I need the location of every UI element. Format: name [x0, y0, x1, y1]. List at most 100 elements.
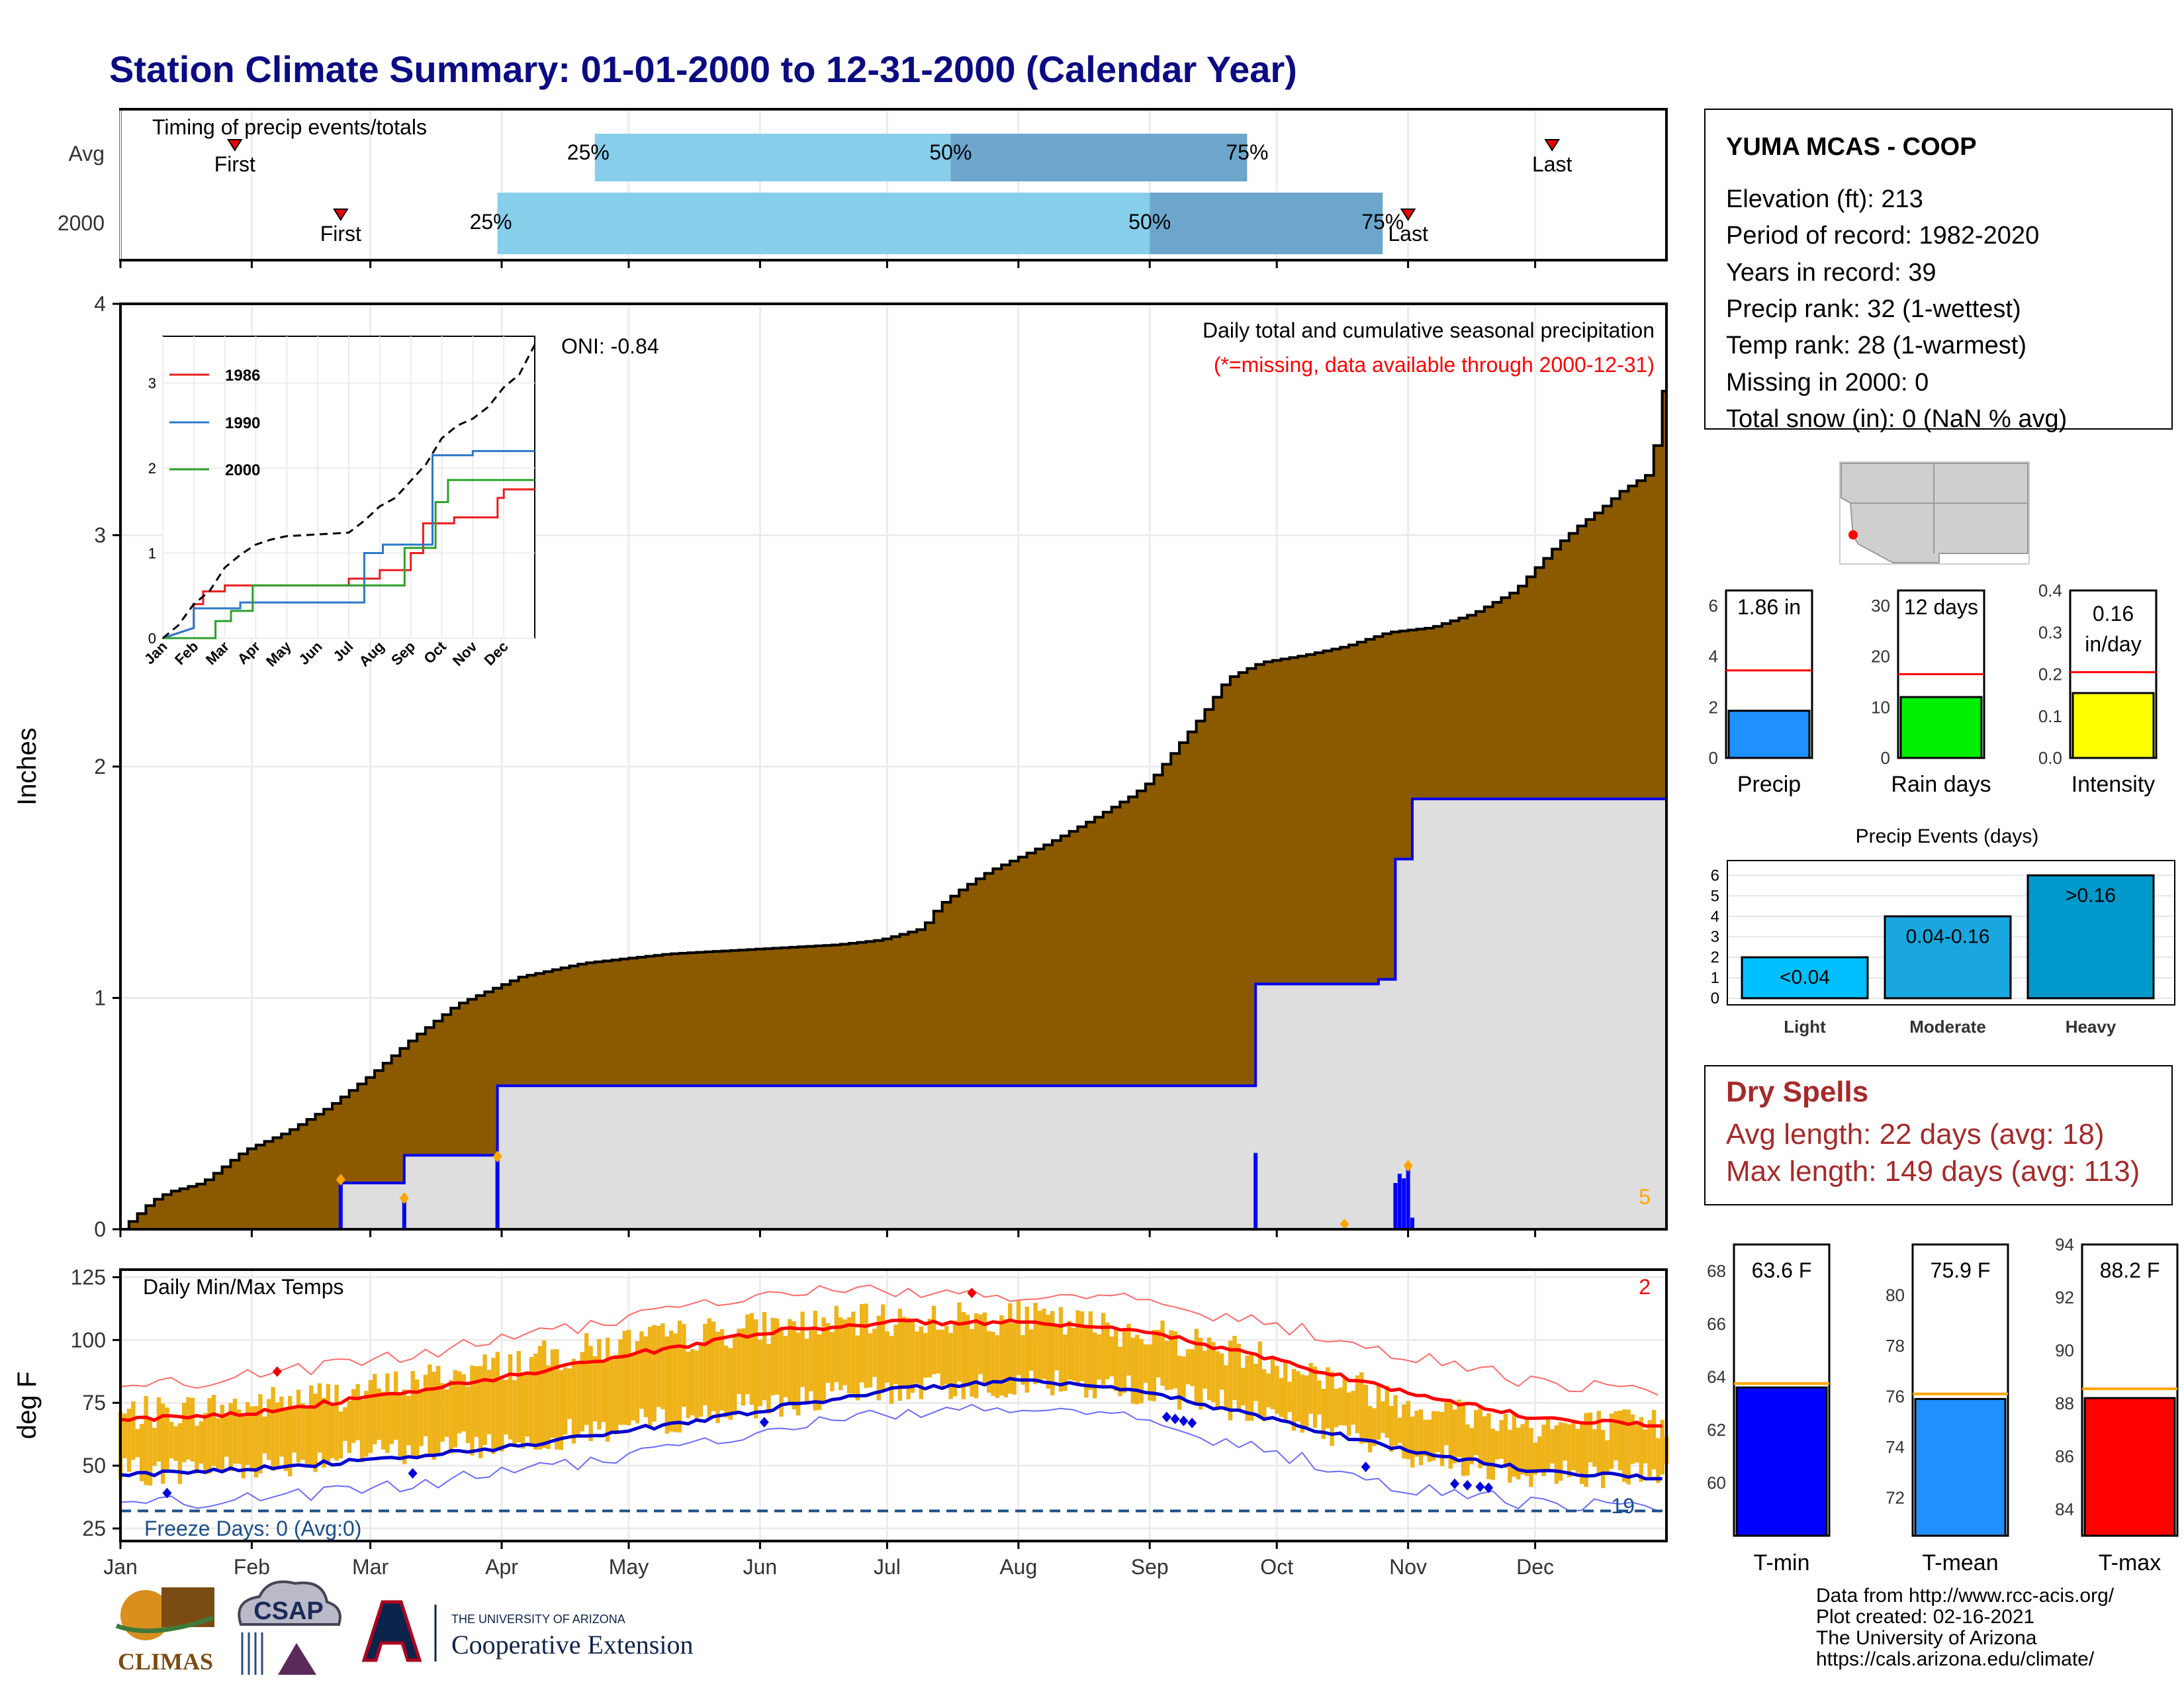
temp-bar-day-289 [1338, 1387, 1343, 1426]
temp-bar-day-262 [1224, 1365, 1228, 1409]
temp-bar-day-210 [1003, 1319, 1008, 1398]
mini-bar-value-label-0: 1.86 in [1737, 595, 1801, 619]
temp-bar-day-105 [559, 1370, 563, 1450]
temp-bar-day-44 [300, 1403, 305, 1460]
timing-bars [497, 134, 1383, 254]
footer-plot-created: Plot created: 02-16-2021 [1816, 1606, 2034, 1628]
temp-bar-day-224 [1063, 1335, 1068, 1391]
temp-bar-day-192 [927, 1319, 932, 1378]
events-category-heavy: Heavy [2066, 1017, 2116, 1037]
temp-bar-day-199 [957, 1302, 962, 1382]
temp-bar-day-129 [660, 1323, 665, 1409]
record-low-marker-324 [1484, 1482, 1494, 1493]
events-y-tick-5: 5 [1711, 887, 1719, 905]
temp-bar-day-43 [296, 1389, 301, 1463]
record-low-marker-319 [1463, 1479, 1473, 1491]
temp-bar-day-204 [978, 1314, 983, 1374]
temp-bar-day-29 [237, 1409, 242, 1464]
temp-bar-day-13 [169, 1421, 174, 1459]
temp-bar-day-222 [1054, 1326, 1059, 1371]
temp-bar-day-242 [1139, 1338, 1144, 1403]
temp-bar-day-102 [546, 1365, 551, 1449]
temp-bar-day-92 [504, 1380, 508, 1435]
temp-bar-day-27 [228, 1403, 233, 1472]
temp-summary-value-label-2: 88.2 F [2100, 1258, 2160, 1282]
temp-bar-day-294 [1359, 1372, 1364, 1444]
temp-bar-day-263 [1228, 1340, 1233, 1421]
temp-bar-day-74 [428, 1364, 432, 1456]
temp-bar-day-39 [279, 1396, 284, 1457]
temp-bar-day-331 [1516, 1427, 1521, 1479]
temp-bar-day-324 [1486, 1413, 1491, 1479]
temp-bar-day-164 [809, 1330, 813, 1391]
temp-bar-day-221 [1050, 1311, 1055, 1395]
temp-summary-tick-2-4: 92 [2055, 1288, 2074, 1307]
temp-y-tick-label-50: 50 [82, 1454, 106, 1477]
temp-bar-day-57 [355, 1383, 360, 1440]
timing-q75-label-Avg: 75% [1226, 140, 1268, 164]
temp-bar-day-47 [313, 1393, 318, 1472]
mini-bar-value-label-2: 0.16 [2093, 602, 2134, 626]
temp-bar-day-184 [893, 1325, 898, 1384]
month-tick-label-Nov: Nov [1389, 1555, 1427, 1579]
events-bar-heavy [2026, 874, 2155, 1000]
temp-bar-day-292 [1351, 1390, 1355, 1425]
temp-bar-day-147 [737, 1329, 741, 1394]
temp-bar-day-336 [1537, 1436, 1542, 1472]
temp-bar-day-328 [1503, 1413, 1508, 1468]
temp-bar-day-4 [131, 1401, 136, 1460]
timing-q25-label-2000: 25% [470, 210, 512, 234]
temp-bar-day-188 [910, 1319, 915, 1393]
temp-y-axis-label: deg F [13, 1372, 42, 1439]
temp-bar-day-260 [1215, 1351, 1220, 1411]
mini-bar-value-label-1: 12 days [1904, 595, 1978, 619]
temp-bar-day-48 [317, 1383, 322, 1453]
temp-bar-day-286 [1326, 1367, 1330, 1429]
timing-q75-label-2000: 75% [1361, 210, 1404, 234]
temp-bar-day-157 [779, 1329, 784, 1417]
precip-y-tick-label-0: 0 [94, 1217, 106, 1241]
temp-bar-day-357 [1626, 1409, 1631, 1485]
footer-university: The University of Arizona [1816, 1627, 2037, 1649]
events-bar-label-moderate: 0.04-0.16 [1906, 925, 1990, 947]
temp-bar-day-360 [1639, 1417, 1643, 1482]
temp-summary-tick-0-0: 60 [1707, 1473, 1726, 1493]
temp-summary-tick-0-4: 68 [1707, 1261, 1726, 1281]
temp-bar-day-241 [1135, 1335, 1140, 1405]
footer-data-source: Data from http://www.rcc-acis.org/ [1816, 1585, 2115, 1607]
precip-y-tick-label-1: 1 [94, 986, 106, 1010]
oni-label: ONI: -0.84 [561, 334, 659, 358]
temp-bar-day-317 [1457, 1399, 1461, 1458]
temp-summary-tick-1-0: 72 [1886, 1488, 1905, 1508]
temp-bar-day-25 [220, 1405, 224, 1470]
temp-bar-day-94 [512, 1380, 517, 1444]
temp-summary-tick-2-5: 94 [2055, 1235, 2074, 1254]
temp-bar-day-85 [474, 1366, 478, 1437]
temp-bar-day-81 [457, 1371, 462, 1434]
temp-bar-day-341 [1559, 1422, 1563, 1481]
temp-bar-day-130 [664, 1336, 669, 1434]
month-tick-label-Jan: Jan [103, 1555, 138, 1579]
temp-bar-day-63 [381, 1391, 386, 1450]
temp-bar-day-128 [656, 1325, 661, 1407]
temp-bar-day-114 [597, 1338, 602, 1430]
inset-y-tick-2: 2 [148, 460, 156, 477]
temp-bar-day-14 [173, 1426, 178, 1461]
timing-first-label-Avg: First [214, 152, 255, 176]
temp-bar-day-154 [766, 1344, 771, 1414]
temp-bar-day-131 [669, 1330, 674, 1432]
timing-last-marker-2000 [1400, 209, 1416, 221]
temp-bar-day-96 [521, 1372, 525, 1449]
temp-bar-day-125 [643, 1336, 648, 1417]
month-tick-label-Feb: Feb [234, 1555, 270, 1579]
temp-bar-day-21 [203, 1413, 208, 1475]
temp-bar-day-200 [961, 1312, 966, 1399]
timing-row-label-avg: Avg [68, 142, 105, 165]
temp-bar-day-172 [842, 1319, 847, 1385]
temp-bar-day-144 [724, 1345, 729, 1418]
temp-bar-day-18 [190, 1397, 195, 1462]
temp-bar-day-179 [872, 1329, 877, 1377]
temp-bar-day-274 [1275, 1366, 1279, 1414]
inset-legend-label-1990: 1990 [225, 414, 260, 432]
